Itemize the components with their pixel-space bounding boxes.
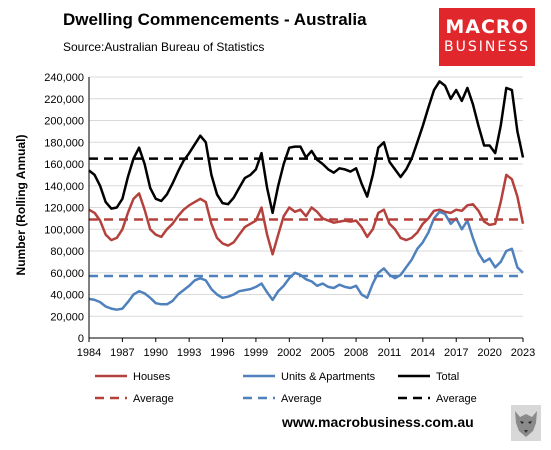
y-tick-label: 120,000 — [44, 203, 84, 215]
logo-line-2: BUSINESS — [444, 39, 530, 55]
y-tick-label: 220,000 — [44, 94, 84, 106]
legend-units-label: Units & Apartments — [281, 371, 376, 383]
macro-business-logo: MACRO BUSINESS — [439, 8, 535, 66]
y-tick-label: 200,000 — [44, 116, 84, 128]
legend-units-average-label: Average — [281, 393, 322, 405]
x-tick-label: 1990 — [144, 347, 168, 359]
y-axis-label: Number (Rolling Annual) — [14, 135, 28, 276]
x-tick-label: 1996 — [210, 347, 234, 359]
y-tick-label: 80,000 — [50, 246, 84, 258]
legend-houses-average-label: Average — [133, 393, 174, 405]
legend: Houses Units & Apartments Total Average Aver… — [95, 371, 477, 405]
y-tick-label: 240,000 — [44, 72, 84, 84]
x-tick-label: 2017 — [444, 347, 468, 359]
y-tick-label: 0 — [78, 333, 84, 345]
x-tick-label: 2020 — [477, 347, 501, 359]
legend-total-average-label: Average — [436, 393, 477, 405]
x-tick-label: 1987 — [110, 347, 134, 359]
y-tick-label: 140,000 — [44, 181, 84, 193]
logo-line-1: MACRO — [445, 16, 529, 38]
x-tick-label: 1993 — [177, 347, 201, 359]
units-line — [88, 210, 524, 311]
total-line — [88, 80, 525, 215]
y-tick-labels: 0 20,000 40,000 60,000 80,000 100,000 120,000 1… — [44, 72, 84, 345]
chart-title: Dwelling Commencements - Australia — [63, 10, 367, 29]
chart-subtitle: Source:Australian Bureau of Statistics — [63, 40, 265, 54]
axes — [88, 77, 523, 339]
legend-total-label: Total — [436, 371, 459, 383]
houses-line — [88, 173, 525, 256]
y-tick-label: 20,000 — [50, 311, 84, 323]
x-tick-label: 2011 — [378, 347, 402, 359]
wolf-logo-icon — [511, 405, 541, 441]
y-tick-label: 160,000 — [44, 159, 84, 171]
y-tick-label: 60,000 — [50, 268, 84, 280]
x-tick-label: 1984 — [77, 347, 101, 359]
x-tick-label: 2014 — [411, 347, 435, 359]
x-tick-label: 1999 — [244, 347, 268, 359]
series-lines — [88, 80, 525, 311]
x-tick-labels: 1984 1987 1990 1993 1996 1999 2002 2005 2008 2011… — [77, 347, 535, 359]
x-tick-label: 2008 — [344, 347, 368, 359]
y-tick-label: 40,000 — [50, 290, 84, 302]
y-tick-label: 100,000 — [44, 224, 84, 236]
x-tick-label: 2005 — [310, 347, 334, 359]
legend-houses-label: Houses — [133, 371, 171, 383]
x-tick-label: 2023 — [511, 347, 535, 359]
website-url: www.macrobusiness.com.au — [282, 414, 474, 430]
x-tick-label: 2002 — [277, 347, 301, 359]
y-tick-label: 180,000 — [44, 137, 84, 149]
